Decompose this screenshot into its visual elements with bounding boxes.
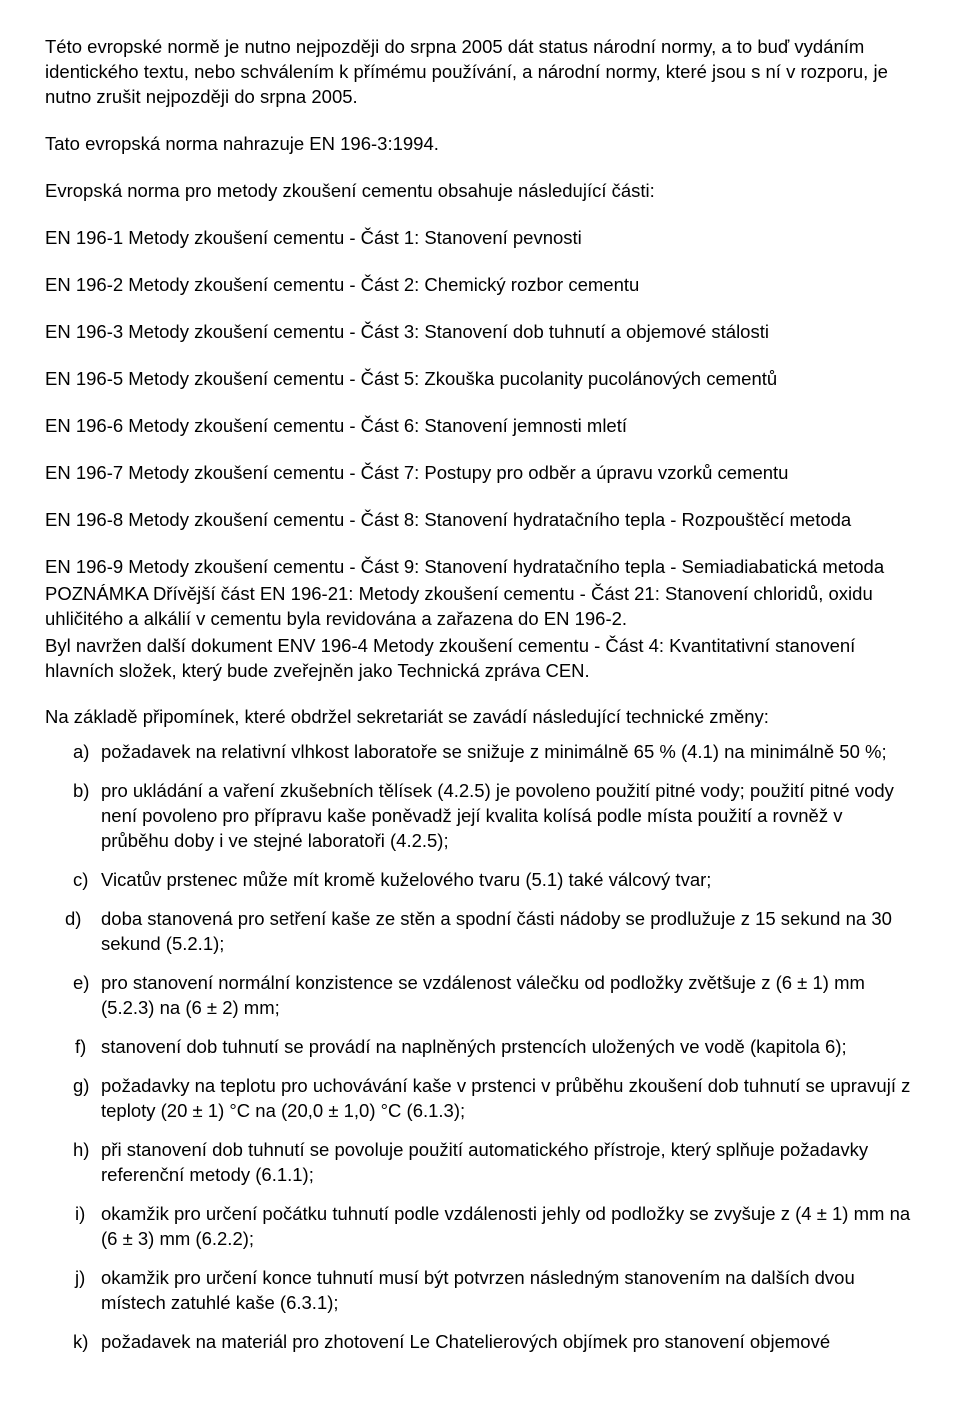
paragraph: Na základě připomínek, které obdržel sek… <box>45 705 915 730</box>
list-item: k) požadavek na materiál pro zhotovení L… <box>45 1330 915 1355</box>
list-marker: j) <box>75 1266 85 1291</box>
list-text: požadavek na relativní vlhkost laboratoř… <box>101 741 887 762</box>
paragraph: EN 196-2 Metody zkoušení cementu - Část … <box>45 273 915 298</box>
list-text: požadavek na materiál pro zhotovení Le C… <box>101 1331 830 1352</box>
list-item: f) stanovení dob tuhnutí se provádí na n… <box>45 1035 915 1060</box>
list-text: požadavky na teplotu pro uchovávání kaše… <box>101 1075 910 1121</box>
ordered-list: a) požadavek na relativní vlhkost labora… <box>45 740 915 1354</box>
list-marker: b) <box>73 779 89 804</box>
paragraph: EN 196-9 Metody zkoušení cementu - Část … <box>45 555 915 580</box>
list-item: b) pro ukládání a vaření zkušebních tělí… <box>45 779 915 854</box>
list-marker: d) <box>65 907 81 932</box>
list-item: g) požadavky na teplotu pro uchovávání k… <box>45 1074 915 1124</box>
paragraph: Této evropské normě je nutno nejpozději … <box>45 35 915 110</box>
list-text: pro ukládání a vaření zkušebních tělísek… <box>101 780 894 851</box>
list-marker: g) <box>73 1074 89 1099</box>
list-text: Vicatův prstenec může mít kromě kuželové… <box>101 869 711 890</box>
list-text: okamžik pro určení počátku tuhnutí podle… <box>101 1203 910 1249</box>
list-marker: h) <box>73 1138 89 1163</box>
list-item: c) Vicatův prstenec může mít kromě kužel… <box>45 868 915 893</box>
list-item: h) při stanovení dob tuhnutí se povoluje… <box>45 1138 915 1188</box>
paragraph-note: POZNÁMKA Dřívější část EN 196-21: Metody… <box>45 582 915 632</box>
list-item: e) pro stanovení normální konzistence se… <box>45 971 915 1021</box>
list-text: doba stanovená pro setření kaše ze stěn … <box>101 908 892 954</box>
paragraph: Byl navržen další dokument ENV 196-4 Met… <box>45 634 915 684</box>
list-item: d) doba stanovená pro setření kaše ze st… <box>45 907 915 957</box>
paragraph: EN 196-1 Metody zkoušení cementu - Část … <box>45 226 915 251</box>
paragraph: EN 196-5 Metody zkoušení cementu - Část … <box>45 367 915 392</box>
list-item: i) okamžik pro určení počátku tuhnutí po… <box>45 1202 915 1252</box>
paragraph: EN 196-6 Metody zkoušení cementu - Část … <box>45 414 915 439</box>
list-text: okamžik pro určení konce tuhnutí musí bý… <box>101 1267 855 1313</box>
paragraph: EN 196-3 Metody zkoušení cementu - Část … <box>45 320 915 345</box>
list-item: j) okamžik pro určení konce tuhnutí musí… <box>45 1266 915 1316</box>
list-marker: e) <box>73 971 89 996</box>
list-marker: k) <box>73 1330 88 1355</box>
paragraph: EN 196-7 Metody zkoušení cementu - Část … <box>45 461 915 486</box>
list-text: stanovení dob tuhnutí se provádí na napl… <box>101 1036 847 1057</box>
list-text: pro stanovení normální konzistence se vz… <box>101 972 865 1018</box>
list-marker: f) <box>75 1035 86 1060</box>
list-item: a) požadavek na relativní vlhkost labora… <box>45 740 915 765</box>
list-text: při stanovení dob tuhnutí se povoluje po… <box>101 1139 868 1185</box>
list-marker: i) <box>75 1202 85 1227</box>
paragraph: EN 196-8 Metody zkoušení cementu - Část … <box>45 508 915 533</box>
list-marker: a) <box>73 740 89 765</box>
paragraph: Tato evropská norma nahrazuje EN 196-3:1… <box>45 132 915 157</box>
list-marker: c) <box>73 868 88 893</box>
paragraph: Evropská norma pro metody zkoušení cemen… <box>45 179 915 204</box>
